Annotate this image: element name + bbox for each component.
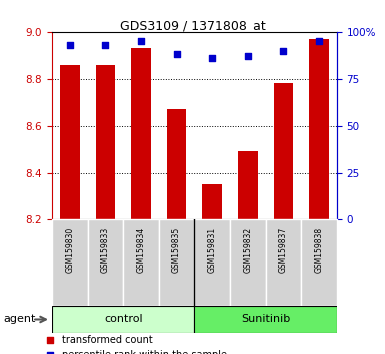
Point (174, 52, 180, 57)
Text: GSM159838: GSM159838 (315, 227, 323, 273)
Point (67, 42, 73, 48)
Bar (95, 65, 115, 219)
Bar (88, 219, 123, 306)
Bar (266, 219, 301, 306)
Point (102, 42, 109, 48)
Bar (230, 219, 266, 306)
Point (47, 353, 53, 354)
Point (316, 38, 322, 44)
Bar (131, 48, 151, 219)
Bar (52, 306, 194, 333)
Text: control: control (104, 314, 142, 325)
Text: GSM159831: GSM159831 (208, 227, 217, 273)
Bar (60, 65, 80, 219)
Text: GSM159833: GSM159833 (101, 227, 110, 273)
Text: GDS3109 / 1371808_at: GDS3109 / 1371808_at (120, 19, 265, 33)
Bar (238, 152, 258, 219)
Text: percentile rank within the sample: percentile rank within the sample (62, 350, 227, 354)
Text: transformed count: transformed count (62, 335, 152, 345)
Text: Sunitinib: Sunitinib (241, 314, 290, 325)
Text: GSM159835: GSM159835 (172, 227, 181, 273)
Text: agent: agent (4, 314, 36, 325)
Bar (309, 39, 329, 219)
Bar (194, 219, 230, 306)
Bar (159, 219, 194, 306)
Bar (274, 84, 293, 219)
Bar (123, 219, 159, 306)
Point (209, 55, 215, 61)
Bar (167, 109, 186, 219)
Bar (203, 184, 222, 219)
Text: GSM159830: GSM159830 (65, 227, 74, 273)
Point (245, 53, 251, 59)
Text: GSM159834: GSM159834 (137, 227, 146, 273)
Bar (301, 219, 337, 306)
Bar (194, 306, 337, 333)
Bar (52, 219, 88, 306)
Point (47, 337, 53, 343)
Text: GSM159832: GSM159832 (243, 227, 252, 273)
Point (138, 38, 144, 44)
Point (280, 48, 286, 53)
Text: GSM159837: GSM159837 (279, 227, 288, 273)
